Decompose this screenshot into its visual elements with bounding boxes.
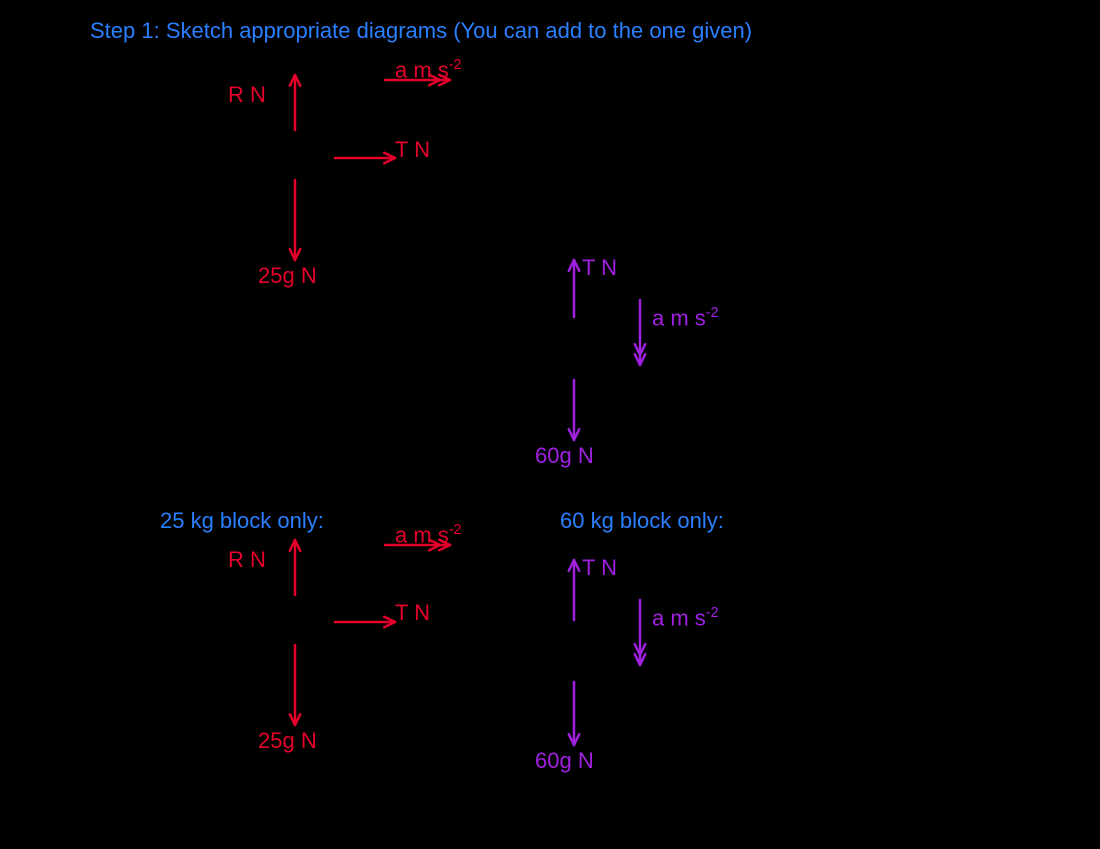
diagram-label: a m s-2 [395, 522, 462, 548]
diagram-label: T N [395, 137, 430, 163]
vector-layer [0, 0, 1100, 849]
diagram-label: T N [582, 555, 617, 581]
diagram-label: 25 kg block only: [160, 508, 324, 534]
diagram-label: 60 kg block only: [560, 508, 724, 534]
diagram-label: 60g N [535, 748, 594, 774]
diagram-label: T N [395, 600, 430, 626]
diagram-label: a m s-2 [395, 57, 462, 83]
diagram-label: 25g N [258, 263, 317, 289]
diagram-label: a m s-2 [652, 605, 719, 631]
diagram-label: 25g N [258, 728, 317, 754]
diagram-label: R N [228, 82, 266, 108]
diagram-stage: Step 1: Sketch appropriate diagrams (You… [0, 0, 1100, 849]
diagram-label: T N [582, 255, 617, 281]
diagram-label: a m s-2 [652, 305, 719, 331]
diagram-label: 60g N [535, 443, 594, 469]
diagram-label: R N [228, 547, 266, 573]
